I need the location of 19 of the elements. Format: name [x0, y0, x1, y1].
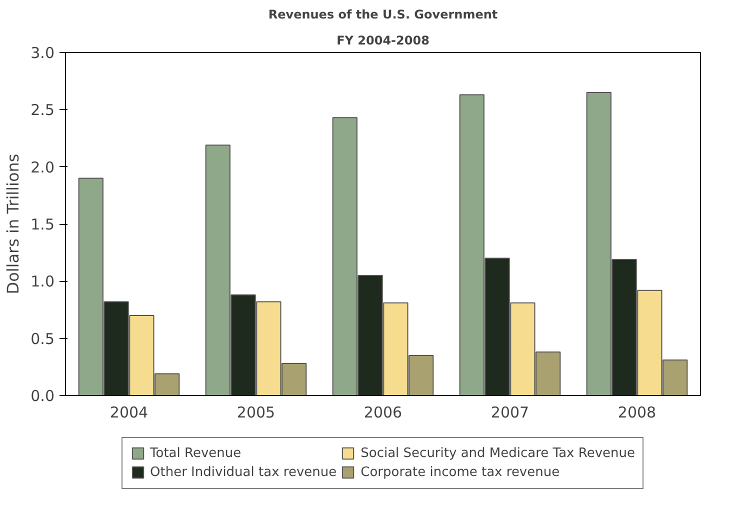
x-tick-label: 2004 [110, 404, 148, 422]
chart-subtitle: FY 2004-2008 [336, 34, 430, 48]
y-tick-label: 0.5 [30, 330, 55, 348]
y-tick-label: 1.0 [30, 272, 55, 291]
legend-label: Corporate income tax revenue [360, 464, 560, 480]
y-tick-label: 0.0 [30, 387, 55, 405]
legend-label: Total Revenue [150, 446, 242, 460]
y-tick-label: 2.0 [30, 158, 55, 176]
x-tick-label: 2005 [236, 404, 276, 422]
y-tick-label: 2.5 [30, 101, 55, 120]
chart-title: Revenues of the U.S. Government [268, 8, 498, 22]
y-tick-label: 1.5 [30, 216, 55, 234]
legend-label: Social Security and Medicare Tax Revenue [360, 446, 635, 460]
x-tick-label: 2006 [364, 404, 402, 422]
x-tick-label: 2008 [618, 404, 656, 422]
legend-label: Other Individual tax revenue [150, 464, 337, 480]
y-tick-label: 3.0 [30, 44, 55, 62]
y-axis-title: Dollars in Trillions [4, 154, 23, 294]
x-tick-label: 2007 [490, 404, 530, 422]
